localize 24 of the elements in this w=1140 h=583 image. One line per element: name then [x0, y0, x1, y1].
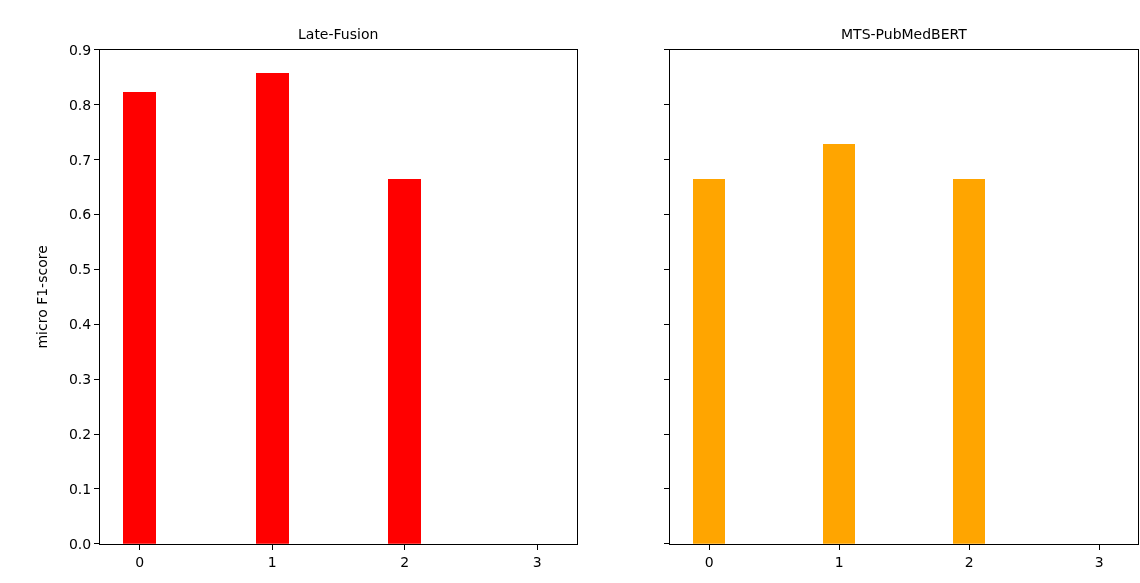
x-tick-label: 2	[400, 553, 410, 570]
x-tick-label: 2	[964, 553, 974, 570]
y-tick-label: 0.1	[68, 480, 92, 497]
y-tick-label: 0.9	[68, 41, 92, 58]
y-tick-label: 0.7	[68, 151, 92, 168]
x-tick-label: 0	[704, 553, 714, 570]
x-tick-label: 1	[834, 553, 844, 570]
x-tick-label: 3	[532, 553, 542, 570]
bar	[255, 72, 289, 544]
bar	[387, 178, 421, 544]
bar	[122, 91, 156, 544]
y-tick-label: 0.8	[68, 96, 92, 113]
x-tick-label: 0	[135, 553, 145, 570]
y-tick-label: 0.6	[68, 206, 92, 223]
x-tick-label: 3	[1094, 553, 1104, 570]
y-tick-label: 0.0	[68, 535, 92, 552]
x-tick-label: 1	[267, 553, 277, 570]
y-tick-label: 0.5	[68, 261, 92, 278]
y-tick-label: 0.3	[68, 371, 92, 388]
y-tick-label: 0.2	[68, 425, 92, 442]
chart-title: Late-Fusion	[298, 26, 379, 42]
y-tick-label: 0.4	[68, 316, 92, 333]
y-axis-title: micro F1-score	[33, 245, 50, 349]
chart-title: MTS-PubMedBERT	[841, 26, 968, 42]
